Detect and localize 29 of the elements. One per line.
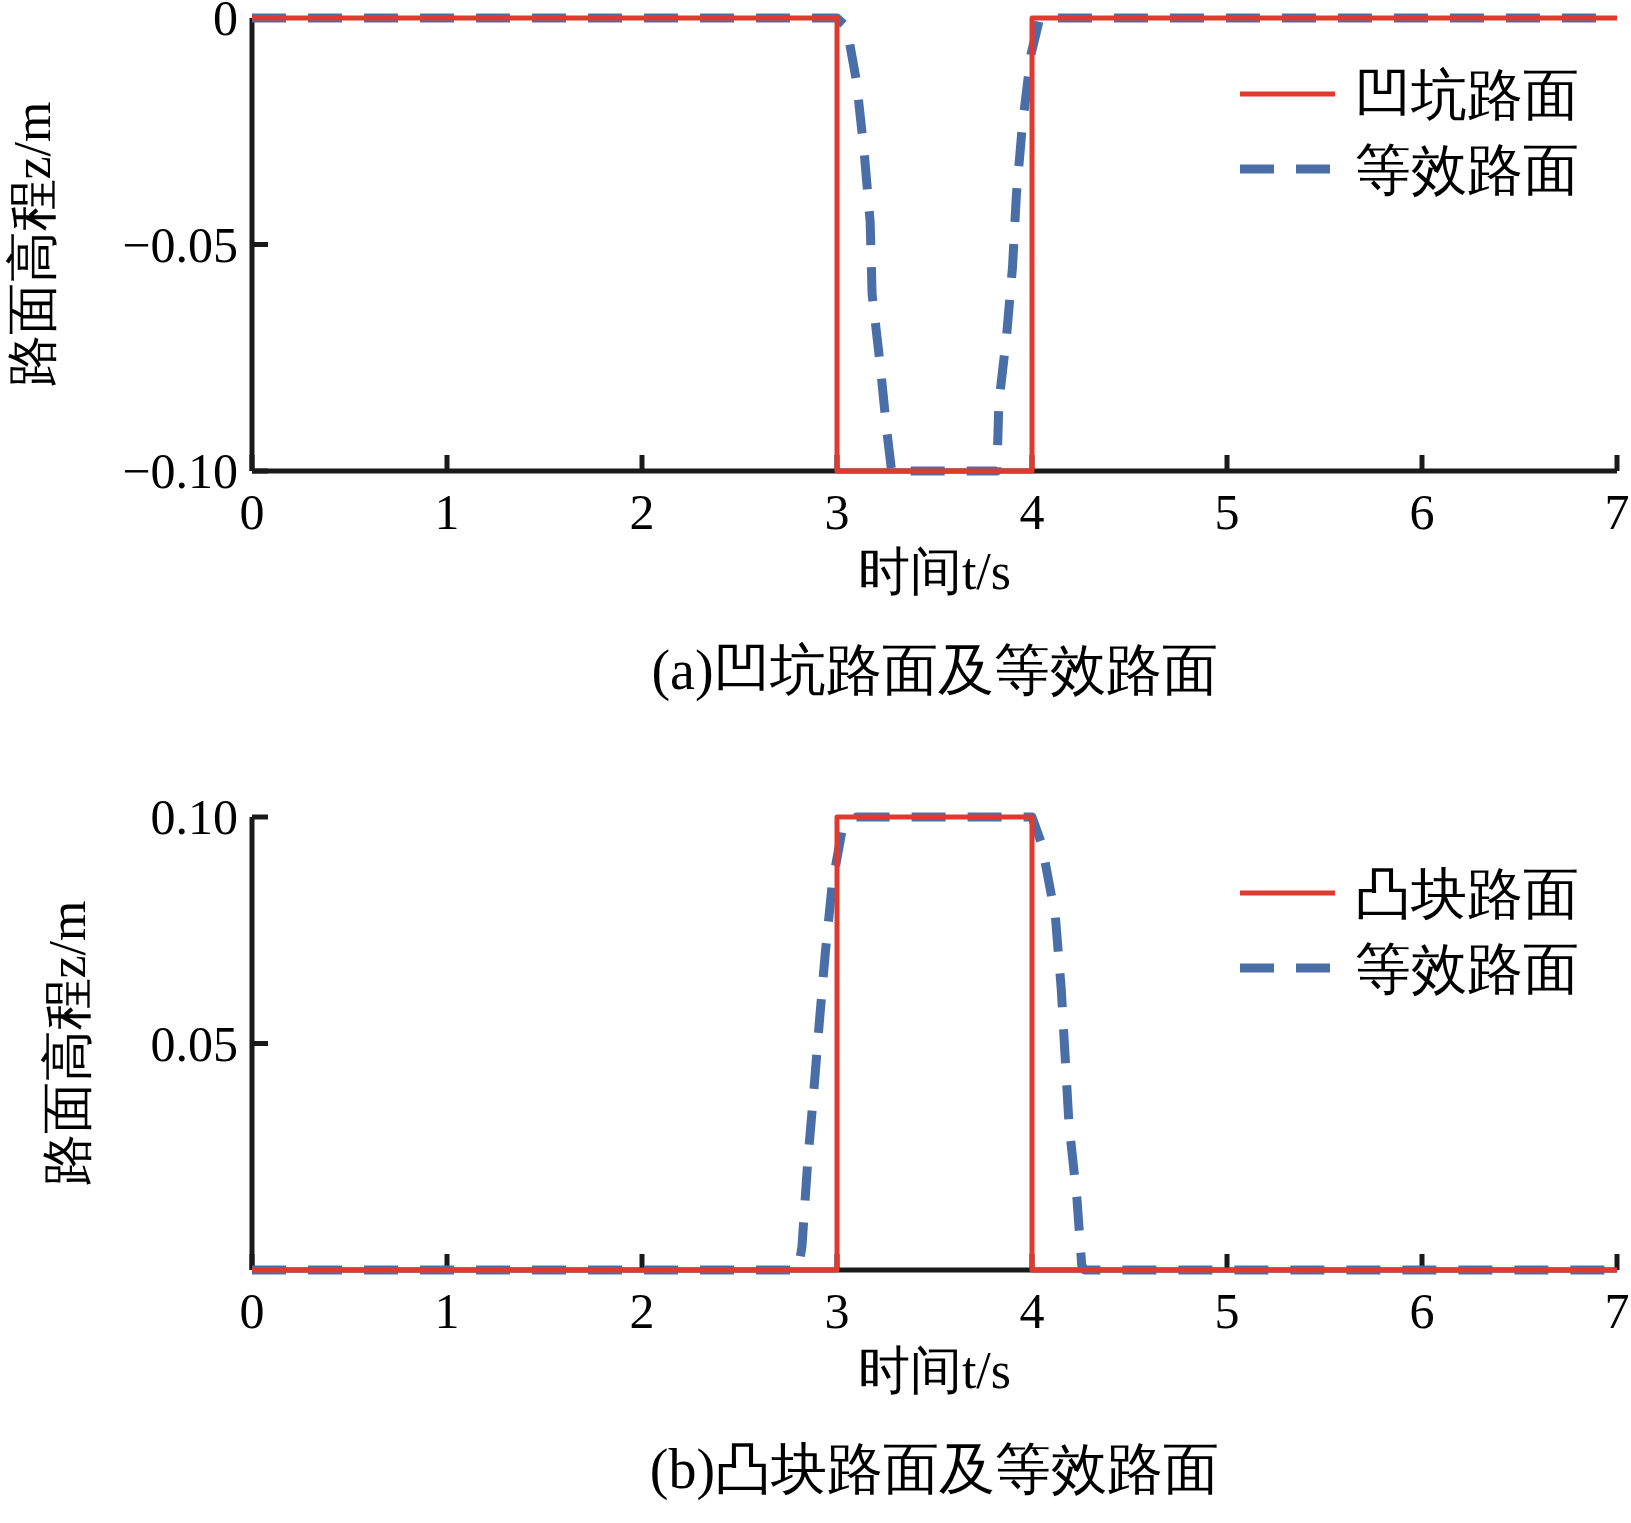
x-tick-label: 2 bbox=[629, 484, 655, 540]
legend-label: 等效路面 bbox=[1355, 938, 1579, 1000]
y-tick-label: 0.10 bbox=[150, 789, 238, 845]
text: (b)凸块路面及等效路面 bbox=[649, 1438, 1220, 1501]
y-tick-label: 0 bbox=[213, 0, 238, 46]
x-axis-title: 时间t/s bbox=[857, 543, 1012, 600]
x-tick-label: 5 bbox=[1214, 1283, 1240, 1339]
y-tick-label: 0.05 bbox=[150, 1015, 238, 1072]
legend-label: 凸块路面 bbox=[1355, 863, 1579, 925]
legend-label: 凹坑路面 bbox=[1355, 64, 1579, 126]
x-tick-label: 7 bbox=[1604, 484, 1630, 540]
x-tick-label: 2 bbox=[629, 1283, 655, 1339]
y-axis-title: 路面高程z/m bbox=[39, 900, 96, 1187]
y-axis-title: 路面高程z/m bbox=[4, 101, 61, 388]
x-axis-title: 时间t/s bbox=[857, 1342, 1012, 1399]
x-tick-label: 3 bbox=[824, 1283, 850, 1339]
text: (a)凹坑路面及等效路面 bbox=[651, 639, 1218, 702]
y-tick-label: −0.10 bbox=[122, 443, 238, 499]
legend-label: 等效路面 bbox=[1355, 139, 1579, 201]
x-tick-label: 7 bbox=[1604, 1283, 1630, 1339]
x-tick-label: 6 bbox=[1409, 484, 1435, 540]
x-tick-label: 6 bbox=[1409, 1283, 1435, 1339]
y-tick-label: −0.05 bbox=[122, 216, 238, 273]
x-tick-label: 5 bbox=[1214, 484, 1240, 540]
x-tick-label: 1 bbox=[434, 484, 460, 540]
x-tick-label: 1 bbox=[434, 1283, 460, 1339]
x-tick-label: 4 bbox=[1019, 1283, 1045, 1339]
x-tick-label: 4 bbox=[1019, 484, 1045, 540]
x-tick-label: 3 bbox=[824, 484, 850, 540]
